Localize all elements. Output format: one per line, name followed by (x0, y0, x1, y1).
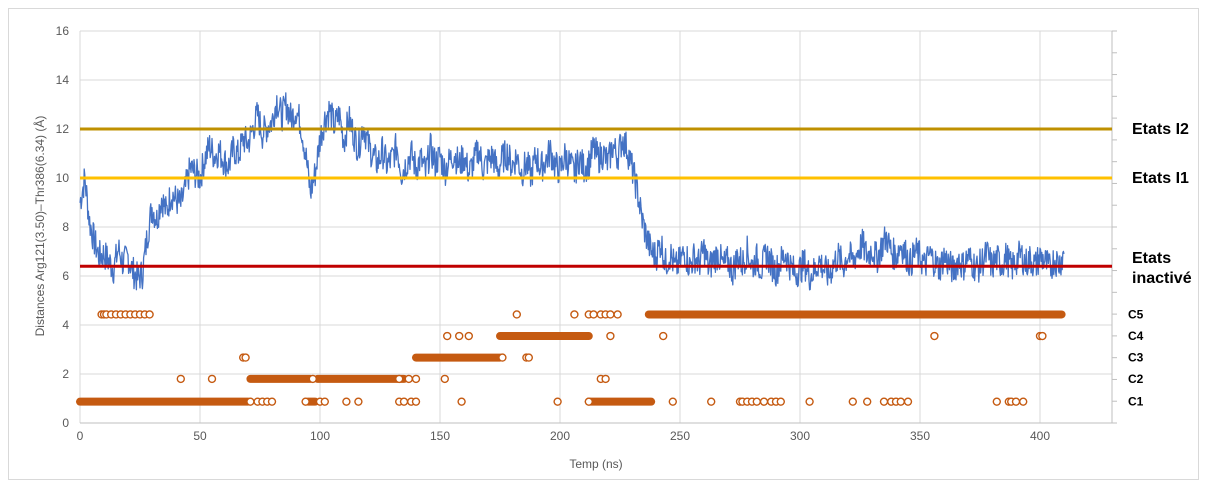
y-tick-label: 14 (56, 73, 70, 87)
cluster-point-c5 (606, 310, 615, 319)
cluster-point-c1 (805, 397, 814, 406)
cluster-point-c1 (411, 397, 421, 406)
y-tick-label: 8 (62, 220, 69, 234)
cluster-point-c1 (1019, 397, 1028, 406)
label-etats-i1: Etats I1 (1132, 170, 1189, 187)
cluster-point-c2 (440, 374, 449, 384)
cluster-point-c1 (553, 397, 562, 406)
series-layer (76, 92, 1112, 406)
cluster-point-c1 (752, 397, 761, 406)
cluster-point-c3 (524, 353, 533, 362)
x-tick-label: 350 (910, 429, 930, 443)
cluster-point-c2 (207, 374, 217, 384)
cluster-point-c1 (354, 397, 363, 406)
y-tick-label: 16 (56, 24, 70, 38)
cluster-point-c1 (342, 397, 351, 406)
cluster-point-c1 (399, 397, 409, 406)
cluster-point-c1 (457, 397, 466, 406)
y-tick-label: 2 (62, 367, 69, 381)
axes-layer (80, 30, 1117, 424)
cluster-point-c1 (848, 397, 857, 406)
y-tick-label: 10 (56, 171, 70, 185)
cluster-point-c2 (404, 374, 413, 384)
cluster-point-c1 (896, 397, 905, 406)
y-axis-title: Distances Arg121(3.50)–Thr386(6.34) (Å) (32, 116, 47, 337)
cluster-point-c1 (320, 397, 329, 406)
cluster-point-c2 (176, 374, 186, 384)
cluster-point-c1 (776, 397, 785, 406)
cluster-label-c3: C3 (1128, 351, 1144, 365)
cluster-point-c1 (267, 397, 277, 406)
cluster-point-c5 (570, 310, 579, 319)
y-tick-label: 4 (62, 318, 69, 332)
x-tick-label: 50 (193, 429, 207, 443)
cluster-point-c5 (145, 310, 154, 319)
cluster-point-c2 (308, 374, 317, 384)
cluster-label-c4: C4 (1128, 329, 1144, 343)
y-tick-label: 6 (62, 269, 69, 283)
cluster-point-c4 (659, 331, 668, 341)
grid-layer (79, 30, 1112, 423)
cluster-point-c1 (903, 397, 913, 406)
cluster-point-c4 (464, 331, 473, 341)
chart-frame (8, 8, 1199, 480)
x-tick-label: 100 (310, 429, 330, 443)
cluster-point-c1 (301, 397, 310, 406)
cluster-point-c5 (613, 310, 622, 319)
label-layer: 0 2 4 6 8 10 12 14 16 0 50 100 150 200 250 300 350 400 Eta… (56, 24, 1192, 443)
cluster-point-c5 (589, 310, 598, 319)
cluster-label-c2: C2 (1128, 372, 1144, 386)
cluster-point-c4 (455, 331, 464, 341)
label-etats-i2: Etats I2 (1132, 121, 1189, 138)
cluster-point-c2 (395, 374, 404, 384)
x-axis-title: Temp (ns) (569, 457, 622, 471)
cluster-point-c3 (241, 353, 250, 362)
x-tick-label: 250 (670, 429, 690, 443)
cluster-label-c1: C1 (1128, 395, 1144, 409)
cluster-point-c3 (498, 353, 507, 362)
cluster-point-c1 (707, 397, 716, 406)
cluster-point-c2 (601, 374, 610, 384)
cluster-point-c4 (1038, 331, 1047, 341)
cluster-label-c5: C5 (1128, 307, 1144, 321)
x-tick-label: 400 (1030, 429, 1050, 443)
cluster-point-c4 (443, 331, 452, 341)
cluster-point-c1 (1011, 397, 1021, 406)
y-tick-label: 0 (62, 416, 69, 430)
x-tick-label: 150 (430, 429, 450, 443)
cluster-point-c1 (668, 397, 677, 406)
cluster-point-c1 (863, 397, 872, 406)
x-tick-label: 0 (77, 429, 84, 443)
cluster-point-c1 (879, 397, 889, 406)
y-tick-label: 12 (56, 122, 70, 136)
cluster-point-c4 (606, 331, 615, 341)
distance-series-line (79, 92, 1065, 291)
x-tick-label: 300 (790, 429, 810, 443)
cluster-point-c1 (584, 397, 593, 406)
cluster-point-c1 (246, 397, 255, 406)
cluster-point-c2 (411, 374, 421, 384)
cluster-point-c5 (512, 310, 521, 319)
cluster-point-c1 (759, 397, 769, 406)
cluster-point-c1 (992, 397, 1001, 406)
cluster-point-c4 (930, 331, 939, 341)
label-etats-inactive: Etats inactivé (1132, 250, 1192, 287)
x-tick-label: 200 (550, 429, 570, 443)
